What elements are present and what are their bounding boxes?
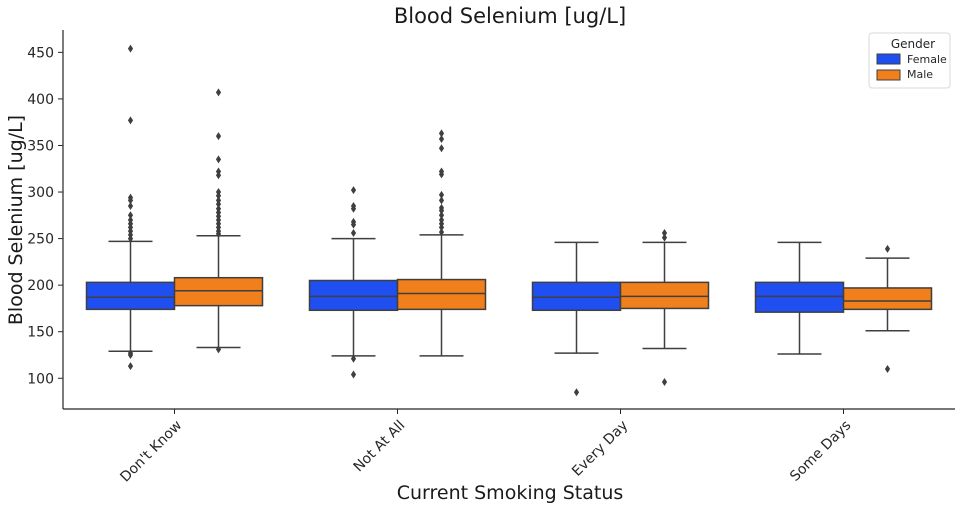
- y-tick-label: 450: [27, 45, 54, 61]
- box-group-female: [85, 44, 176, 371]
- y-tick-label: 100: [27, 371, 54, 387]
- legend-label-male: Male: [907, 68, 933, 81]
- x-tick-label: Not At All: [351, 418, 409, 476]
- x-tick-label: Some Days: [787, 418, 854, 485]
- box-male: [173, 276, 264, 307]
- outlier-point: [215, 191, 222, 200]
- outlier-point: [127, 44, 134, 53]
- outlier-point: [215, 229, 222, 238]
- outlier-point: [127, 211, 134, 220]
- outlier-point: [127, 350, 134, 359]
- outlier-point: [215, 200, 222, 209]
- y-tick-label: 400: [27, 92, 54, 108]
- plot-area: [85, 44, 933, 397]
- outlier-point: [350, 220, 357, 229]
- legend-label-female: Female: [907, 53, 947, 66]
- outlier-point: [438, 134, 445, 143]
- outlier-point: [438, 144, 445, 153]
- y-tick-label: 200: [27, 278, 54, 294]
- box-group-male: [619, 229, 710, 386]
- x-axis: Don't Know Not At All Every Day Some Days: [63, 408, 955, 486]
- outlier-point: [438, 223, 445, 232]
- outlier-point: [350, 229, 357, 238]
- chart-title: Blood Selenium [ug/L]: [394, 4, 626, 28]
- outlier-point: [884, 364, 891, 373]
- y-tick-label: 350: [27, 138, 54, 154]
- box-group-female: [308, 186, 399, 379]
- outlier-point: [215, 155, 222, 164]
- outlier-point: [438, 129, 445, 138]
- outlier-point: [215, 171, 222, 180]
- x-axis-label: Current Smoking Status: [397, 482, 624, 504]
- outlier-point: [573, 388, 580, 397]
- outlier-point: [350, 354, 357, 363]
- outlier-point: [661, 377, 668, 386]
- legend-swatch-female: [876, 53, 901, 65]
- y-tick-label: 300: [27, 185, 54, 201]
- box-group-male: [396, 129, 487, 357]
- legend-title: Gender: [891, 37, 935, 51]
- box-female: [308, 279, 399, 312]
- box-group-male: [842, 244, 933, 373]
- box-group-female: [531, 241, 622, 397]
- outlier-point: [438, 170, 445, 179]
- box-female: [754, 281, 845, 313]
- outlier-point: [884, 244, 891, 253]
- legend-swatch-male: [876, 69, 901, 81]
- outlier-point: [438, 211, 445, 220]
- y-tick-label: 150: [27, 325, 54, 341]
- outlier-point: [350, 186, 357, 195]
- outlier-point: [215, 345, 222, 354]
- box-female: [85, 281, 176, 311]
- outlier-point: [438, 228, 445, 237]
- box-female: [531, 281, 622, 312]
- outlier-point: [127, 196, 134, 205]
- box-group-male: [173, 88, 264, 354]
- box-male: [619, 281, 710, 310]
- outlier-point: [661, 233, 668, 242]
- outlier-point: [127, 201, 134, 210]
- box-male: [396, 278, 487, 311]
- box-group-female: [754, 241, 845, 355]
- outlier-point: [661, 229, 668, 238]
- y-axis: 100 150 200 250 300 350 400 450: [27, 30, 64, 409]
- outlier-point: [215, 88, 222, 97]
- outlier-point: [438, 196, 445, 205]
- y-tick-label: 250: [27, 232, 54, 248]
- y-axis-label: Blood Selenium [ug/L]: [5, 115, 27, 325]
- box-male: [842, 287, 933, 311]
- outlier-point: [215, 132, 222, 141]
- x-tick-label: Every Day: [569, 418, 631, 480]
- outlier-point: [127, 362, 134, 371]
- x-tick-label: Don't Know: [117, 418, 185, 486]
- legend: Gender Female Male: [868, 32, 951, 89]
- outlier-point: [350, 370, 357, 379]
- outlier-point: [127, 234, 134, 243]
- outlier-point: [438, 206, 445, 215]
- outlier-point: [127, 116, 134, 125]
- outlier-point: [438, 190, 445, 199]
- outlier-point: [350, 204, 357, 213]
